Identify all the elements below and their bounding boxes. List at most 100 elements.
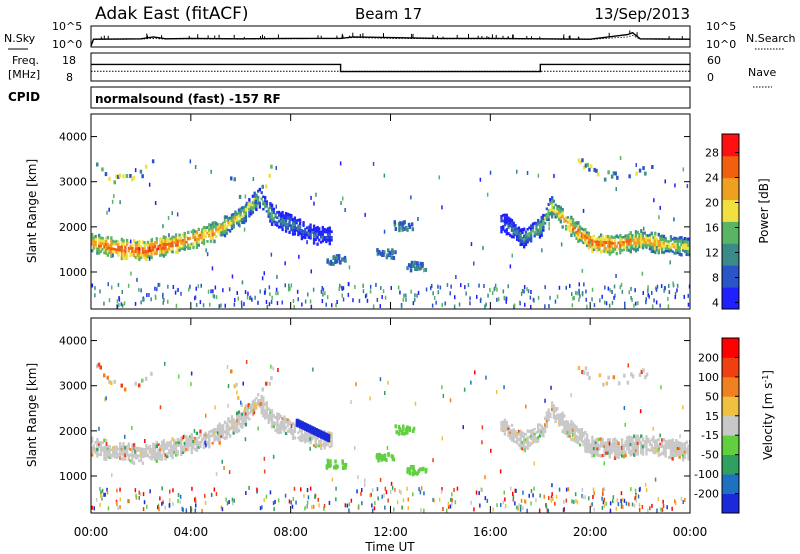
power-cell xyxy=(124,249,127,253)
power-cell xyxy=(117,251,120,254)
velocity-cell xyxy=(113,445,117,449)
velocity-cell xyxy=(326,442,330,446)
power-cell xyxy=(209,223,213,227)
velocity-cell xyxy=(243,412,246,415)
power-cell xyxy=(591,239,594,243)
power-cell xyxy=(150,252,153,256)
velocity-cell xyxy=(185,435,188,439)
power-cell xyxy=(638,238,641,241)
velocity-cell xyxy=(106,453,110,456)
velocity-cell xyxy=(676,450,680,454)
velocity-cell xyxy=(571,433,574,438)
power-cell xyxy=(201,241,204,244)
power-cell xyxy=(301,302,303,307)
power-cell xyxy=(259,289,261,294)
velocity-cell xyxy=(172,488,174,493)
power-cell xyxy=(153,241,157,245)
power-cell xyxy=(131,253,134,257)
velocity-cell xyxy=(240,402,243,407)
velocity-cell xyxy=(98,445,101,449)
velocity-cell xyxy=(152,449,155,453)
power-cell xyxy=(431,303,434,308)
power-cell xyxy=(129,254,132,258)
power-cell xyxy=(318,227,321,231)
power-cell xyxy=(111,199,114,204)
power-cell xyxy=(321,232,324,236)
power-cell xyxy=(580,232,584,235)
velocity-cell xyxy=(220,432,223,436)
velocity-cell xyxy=(216,438,220,442)
power-cell xyxy=(551,203,554,208)
power-cell xyxy=(112,239,115,243)
power-cell xyxy=(619,156,622,161)
velocity-cell xyxy=(136,449,139,452)
power-cell xyxy=(112,247,115,251)
power-cell xyxy=(383,173,386,178)
power-cell xyxy=(657,240,660,244)
power-cell xyxy=(584,237,587,241)
power-cell xyxy=(369,289,372,294)
velocity-cell xyxy=(120,452,124,456)
velocity-cell xyxy=(638,372,642,377)
velocity-cell xyxy=(202,433,206,437)
velocity-cell xyxy=(584,441,587,446)
power-cell xyxy=(509,264,512,269)
power-cell xyxy=(510,219,514,223)
velocity-cell xyxy=(447,501,450,506)
velocity-cell xyxy=(99,441,103,444)
velocity-cell xyxy=(530,437,533,441)
power-cell xyxy=(680,242,683,247)
power-cell xyxy=(309,226,312,230)
power-cell xyxy=(521,239,524,243)
velocity-cell xyxy=(265,381,268,386)
power-cell xyxy=(402,220,406,225)
power-cell xyxy=(573,231,577,235)
power-cell xyxy=(173,241,176,244)
power-cell xyxy=(582,233,585,237)
velocity-cell xyxy=(420,508,422,512)
velocity-cell xyxy=(162,446,165,451)
power-cell xyxy=(494,283,497,288)
power-cell xyxy=(248,207,251,211)
power-cell xyxy=(505,231,508,236)
velocity-cell xyxy=(685,440,688,444)
velocity-cell xyxy=(626,439,629,444)
power-cell xyxy=(274,220,277,224)
power-cell xyxy=(565,227,568,231)
power-cell xyxy=(232,215,235,219)
power-cell xyxy=(234,213,237,217)
velocity-cell xyxy=(475,490,478,495)
power-cell xyxy=(394,227,398,231)
power-cell xyxy=(343,255,347,260)
power-cell xyxy=(168,233,170,238)
velocity-cell xyxy=(276,426,279,430)
power-cell xyxy=(216,230,220,234)
velocity-cell xyxy=(544,416,547,420)
velocity-cell xyxy=(206,440,209,444)
velocity-cell xyxy=(680,444,683,448)
velocity-cell xyxy=(641,444,645,449)
power-cell xyxy=(668,245,671,248)
power-cell xyxy=(416,293,418,298)
velocity-cell xyxy=(297,431,300,435)
velocity-cell xyxy=(232,418,235,422)
velocity-cell xyxy=(547,416,550,419)
power-cell xyxy=(478,283,480,288)
velocity-cell xyxy=(669,449,673,453)
power-cell xyxy=(647,288,649,293)
power-cell xyxy=(132,239,136,243)
power-cell xyxy=(253,206,256,210)
velocity-cell xyxy=(641,437,645,441)
freq-tick-low: 8 xyxy=(66,71,73,84)
power-cell xyxy=(571,218,575,222)
velocity-cell xyxy=(226,501,229,506)
power-cell xyxy=(276,224,279,227)
power-cell xyxy=(319,235,323,239)
velocity-cell xyxy=(166,444,169,447)
power-cell xyxy=(500,218,503,223)
power-cell xyxy=(626,237,629,240)
velocity-cell xyxy=(547,418,550,422)
velocity-cell xyxy=(188,435,192,439)
velocity-cell xyxy=(96,451,99,455)
power-cell xyxy=(641,240,645,244)
